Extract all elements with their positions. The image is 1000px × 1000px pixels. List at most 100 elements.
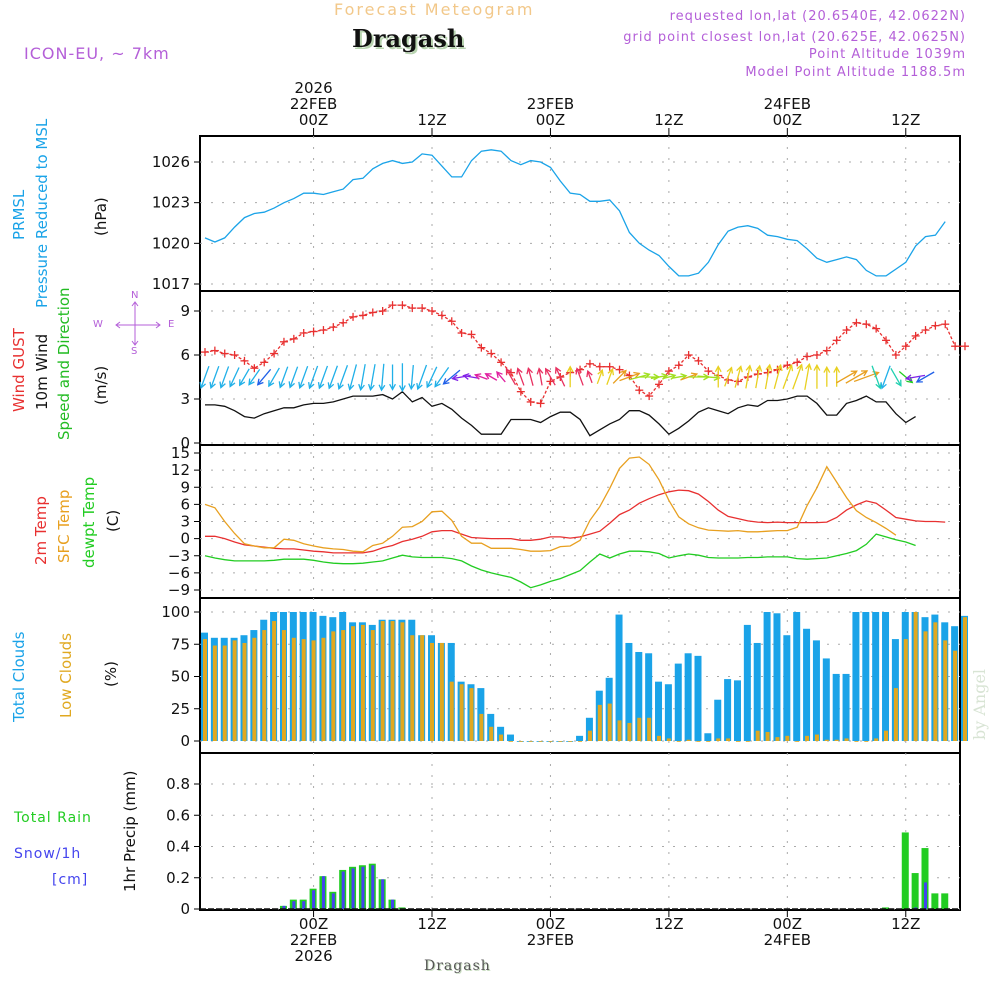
gust-marker: [299, 329, 308, 337]
precip-snow-label: Snow/1h: [14, 846, 82, 862]
gust-marker: [901, 342, 910, 351]
wind-arrow: [256, 368, 272, 386]
gust-marker: [862, 320, 871, 329]
y-tick-label: 0.2: [166, 869, 190, 887]
snow-bar: [341, 871, 345, 909]
low-cloud-bar: [676, 741, 681, 742]
wind-arrow: [298, 365, 309, 390]
gust-marker: [279, 337, 288, 346]
low-cloud-bar: [390, 621, 395, 741]
model-altitude: Model Point Altitude 1188.5m: [745, 65, 966, 80]
low-cloud-bar: [380, 621, 385, 741]
gust-marker: [437, 311, 446, 320]
wind-arrow: [288, 366, 299, 389]
total-cloud-bar: [803, 628, 811, 741]
wind-arrow: [792, 363, 804, 390]
gust-line: [204, 304, 965, 405]
low-cloud-bar: [696, 741, 701, 742]
gust-marker: [872, 324, 881, 333]
y-tick-label: 6: [180, 495, 190, 513]
low-cloud-bar: [587, 730, 592, 741]
total-cloud-bar: [842, 673, 850, 741]
gust-marker: [447, 317, 456, 326]
snow-bar: [292, 901, 296, 909]
precip-cm-label: [cm]: [52, 872, 89, 888]
total-cloud-bar: [733, 680, 741, 741]
low-cloud-bar: [716, 738, 721, 741]
y-tick-label: −6: [168, 564, 190, 582]
gust-marker: [319, 326, 328, 335]
location-title: Dragash: [352, 24, 465, 53]
temp-2m-line: [205, 489, 946, 554]
gust-marker: [832, 336, 841, 345]
wind-arrow: [836, 370, 858, 384]
wind-arrow: [586, 369, 593, 384]
footer-station: Dragash: [424, 958, 491, 974]
wind-arrow: [416, 364, 428, 391]
total-cloud-bar: [674, 663, 682, 741]
gust-marker: [595, 362, 604, 371]
gust-marker: [536, 399, 545, 408]
low-cloud-bar: [291, 637, 296, 741]
y-tick-label: 3: [180, 390, 190, 408]
wind-arrow: [268, 367, 280, 388]
gust-marker: [428, 307, 437, 315]
low-cloud-bar: [400, 622, 405, 741]
gust-marker: [960, 342, 969, 351]
y-tick-label: 6: [180, 346, 190, 364]
low-cloud-bar: [370, 630, 375, 741]
wind-arrow: [378, 363, 386, 392]
low-cloud-bar: [469, 688, 474, 741]
total-cloud-bar: [763, 612, 771, 741]
y-tick-label: 25: [171, 700, 190, 718]
snow-bar: [331, 893, 335, 909]
top-time-label: 00Z: [536, 111, 565, 129]
requested-coords: requested lon,lat (20.6540E, 42.0622N): [669, 9, 966, 24]
wind-arrow: [337, 365, 349, 391]
total-cloud-bar: [832, 673, 840, 741]
low-cloud-bar: [686, 739, 691, 741]
meteogram-subtitle: Forecast Meteogram: [334, 0, 535, 19]
low-cloud-bar: [351, 626, 356, 741]
gust-marker: [418, 304, 427, 313]
snow-bar: [391, 899, 395, 909]
wind-arrow: [408, 364, 416, 391]
wind-arrow: [389, 364, 396, 391]
top-time-label: 00Z: [299, 111, 328, 129]
y-tick-label: 1026: [152, 153, 190, 171]
gust-marker: [339, 318, 348, 327]
wind-arrow: [575, 367, 584, 386]
bottom-time-label: 22FEB: [290, 931, 337, 949]
low-cloud-bar: [755, 730, 760, 741]
y-tick-label: −9: [168, 581, 190, 599]
top-time-label: 12Z: [891, 111, 920, 129]
bottom-time-label: 00Z: [299, 915, 328, 933]
gust-marker: [803, 352, 812, 361]
top-time-label: 23FEB: [527, 95, 574, 113]
low-cloud-bar: [360, 624, 365, 741]
wind-arrow: [219, 366, 230, 389]
low-cloud-bar: [864, 741, 869, 742]
low-cloud-bar: [548, 741, 553, 742]
snow-bar: [924, 882, 928, 909]
gust-marker: [655, 380, 664, 389]
total-cloud-bar: [615, 614, 623, 741]
low-cloud-bar: [430, 642, 435, 741]
bottom-time-label: 12Z: [654, 915, 683, 933]
gust-marker: [822, 346, 831, 355]
y-tick-label: −3: [168, 547, 190, 565]
gust-marker: [349, 312, 358, 321]
bottom-time-label: 24FEB: [764, 931, 811, 949]
y-tick-label: 1020: [152, 234, 190, 252]
low-cloud-bar: [420, 635, 425, 741]
gust-marker: [388, 301, 397, 310]
wind-arrow: [804, 362, 812, 390]
y-tick-label: 0: [180, 732, 190, 750]
low-cloud-bar: [558, 741, 563, 742]
total-cloud-bar: [822, 658, 830, 741]
wind-arrow: [358, 364, 366, 392]
low-cloud-bar: [301, 639, 306, 741]
y-tick-label: 0.4: [166, 838, 190, 856]
gust-marker: [309, 327, 318, 336]
wind-arrow: [915, 371, 935, 383]
